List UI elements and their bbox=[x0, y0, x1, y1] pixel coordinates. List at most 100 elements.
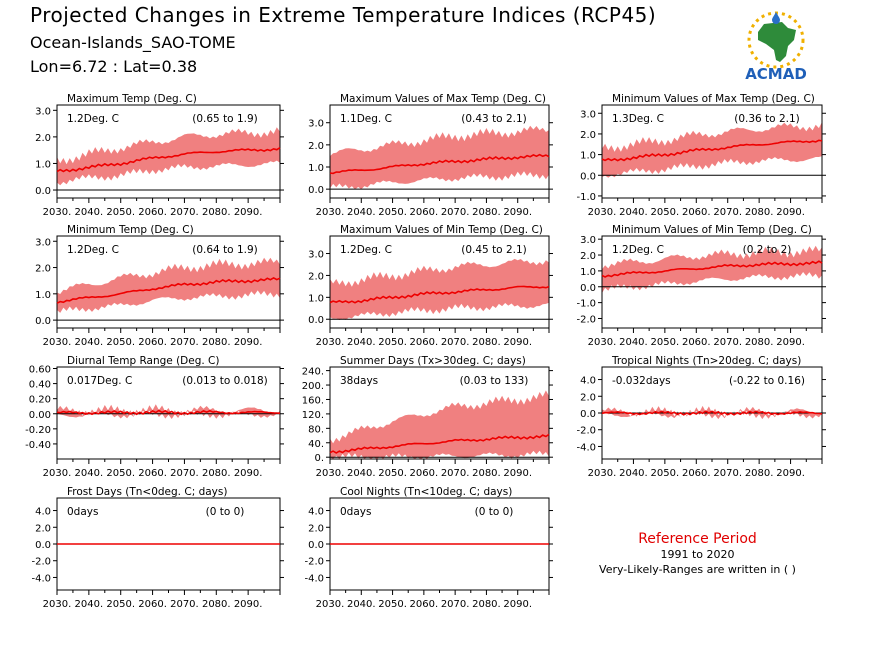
x-tick-label: 2050. bbox=[106, 468, 135, 479]
x-tick-label: 2040. bbox=[347, 468, 376, 479]
x-tick-label: 2090. bbox=[776, 207, 805, 218]
x-tick-label: 2070. bbox=[170, 468, 199, 479]
value-label: 1.2Deg. C bbox=[67, 244, 119, 256]
chart-5: 0.0 1.0 2.0 3.0 2030. 2040. 2050. 2060. 2070. 208… bbox=[308, 224, 553, 348]
x-tick-label: 2050. bbox=[651, 468, 680, 479]
y-tick-label: 0.0 bbox=[308, 185, 324, 196]
y-tick-label: 2.0 bbox=[308, 141, 324, 152]
x-tick-label: 2050. bbox=[651, 337, 680, 348]
y-tick-label: 0.0 bbox=[35, 316, 51, 327]
chart-title: Tropical Nights (Tn>20deg. C; days) bbox=[611, 355, 801, 367]
x-tick-label: 2080. bbox=[745, 337, 774, 348]
x-tick-label: 2040. bbox=[75, 337, 104, 348]
x-tick-label: 2080. bbox=[745, 207, 774, 218]
x-tick-label: 2050. bbox=[378, 599, 407, 610]
y-tick-label: -0.40 bbox=[25, 440, 51, 451]
median-line bbox=[56, 276, 281, 304]
value-label: 1.2Deg. C bbox=[340, 244, 392, 256]
y-tick-label: 0.00 bbox=[29, 410, 51, 421]
y-tick-label: 200. bbox=[302, 381, 324, 392]
chart-title: Diurnal Temp Range (Deg. C) bbox=[67, 355, 219, 367]
x-tick-label: 2070. bbox=[170, 337, 199, 348]
range-label: (0 to 0) bbox=[475, 506, 514, 518]
range-label: (0.013 to 0.018) bbox=[182, 375, 268, 387]
chart-title: Cool Nights (Tn<10deg. C; days) bbox=[340, 486, 512, 498]
range-band bbox=[57, 257, 280, 313]
y-tick-label: 1.0 bbox=[580, 151, 596, 162]
y-tick-label: 2.0 bbox=[35, 264, 51, 275]
x-tick-label: 2090. bbox=[503, 337, 532, 348]
x-tick-label: 2060. bbox=[410, 207, 439, 218]
x-tick-label: 2070. bbox=[713, 337, 742, 348]
value-label: 0.017Deg. C bbox=[67, 375, 132, 387]
x-tick-label: 2090. bbox=[234, 468, 263, 479]
y-tick-label: 3.0 bbox=[35, 237, 51, 248]
value-label: -0.032days bbox=[612, 375, 671, 387]
median-line bbox=[601, 410, 823, 416]
page-title: Projected Changes in Extreme Temperature… bbox=[30, 3, 657, 27]
y-tick-label: -4.0 bbox=[304, 573, 324, 584]
range-band bbox=[330, 258, 549, 320]
y-tick-label: 1.0 bbox=[308, 163, 324, 174]
y-tick-label: 2.0 bbox=[308, 523, 324, 534]
reference-note: Very-Likely-Ranges are written in ( ) bbox=[599, 563, 796, 576]
x-tick-label: 2060. bbox=[138, 599, 167, 610]
x-tick-label: 2050. bbox=[106, 599, 135, 610]
x-tick-label: 2030. bbox=[43, 599, 72, 610]
x-tick-label: 2040. bbox=[75, 599, 104, 610]
chart-11: -4.0 -2.0 0.0 2.0 4.0 2030. 2040. 2050. 2060. 207… bbox=[304, 486, 553, 610]
y-tick-label: 0.0 bbox=[308, 315, 324, 326]
x-tick-label: 2070. bbox=[170, 207, 199, 218]
y-tick-label: 0.0 bbox=[35, 186, 51, 197]
y-tick-label: 2.0 bbox=[580, 392, 596, 403]
range-label: (0.36 to 2.1) bbox=[734, 113, 800, 125]
median-line bbox=[56, 409, 281, 416]
y-tick-label: 0. bbox=[314, 453, 324, 464]
x-tick-label: 2080. bbox=[472, 468, 501, 479]
y-tick-label: 2.0 bbox=[580, 130, 596, 141]
y-tick-label: -1.0 bbox=[576, 299, 596, 310]
range-band bbox=[602, 245, 822, 294]
chart-title: Frost Days (Tn<0deg. C; days) bbox=[67, 486, 227, 498]
x-tick-label: 2060. bbox=[410, 337, 439, 348]
y-tick-label: 2.0 bbox=[580, 251, 596, 262]
x-tick-label: 2030. bbox=[43, 337, 72, 348]
chart-title: Maximum Values of Max Temp (Deg. C) bbox=[340, 93, 546, 105]
y-tick-label: -2.0 bbox=[304, 557, 324, 568]
range-band bbox=[57, 404, 280, 419]
y-tick-label: 0.40 bbox=[29, 380, 51, 391]
x-tick-label: 2060. bbox=[682, 337, 711, 348]
location-label: Ocean-Islands_SAO-TOME bbox=[30, 33, 236, 52]
x-tick-label: 2090. bbox=[234, 599, 263, 610]
median-line bbox=[329, 285, 550, 304]
x-tick-label: 2070. bbox=[713, 468, 742, 479]
x-tick-label: 2040. bbox=[619, 337, 648, 348]
y-tick-label: 4.0 bbox=[580, 376, 596, 387]
x-tick-label: 2090. bbox=[503, 207, 532, 218]
y-tick-label: 0.0 bbox=[308, 540, 324, 551]
x-tick-label: 2050. bbox=[378, 468, 407, 479]
value-label: 1.1Deg. C bbox=[340, 113, 392, 125]
y-tick-label: 0.60 bbox=[29, 365, 51, 376]
y-tick-label: 4.0 bbox=[35, 507, 51, 518]
y-tick-label: 0.0 bbox=[580, 409, 596, 420]
x-tick-label: 2080. bbox=[202, 337, 231, 348]
x-tick-label: 2060. bbox=[410, 599, 439, 610]
chart-3: -1.0 0.0 1.0 2.0 3.0 2030. 2040. 2050. 2060. 2070… bbox=[576, 93, 826, 218]
coordinates-label: Lon=6.72 : Lat=0.38 bbox=[30, 57, 198, 76]
y-tick-label: 3.0 bbox=[580, 235, 596, 246]
y-tick-label: 3.0 bbox=[308, 250, 324, 261]
x-tick-label: 2030. bbox=[588, 468, 617, 479]
y-tick-label: 0.0 bbox=[580, 283, 596, 294]
x-tick-label: 2060. bbox=[138, 207, 167, 218]
y-tick-label: 120. bbox=[302, 410, 324, 421]
x-tick-label: 2040. bbox=[619, 207, 648, 218]
x-tick-label: 2070. bbox=[713, 207, 742, 218]
x-tick-label: 2060. bbox=[682, 207, 711, 218]
y-tick-label: 0.0 bbox=[35, 540, 51, 551]
y-tick-label: -4.0 bbox=[576, 442, 596, 453]
x-tick-label: 2030. bbox=[588, 337, 617, 348]
x-tick-label: 2030. bbox=[588, 207, 617, 218]
median-line bbox=[329, 433, 550, 454]
y-tick-label: 0.0 bbox=[580, 171, 596, 182]
